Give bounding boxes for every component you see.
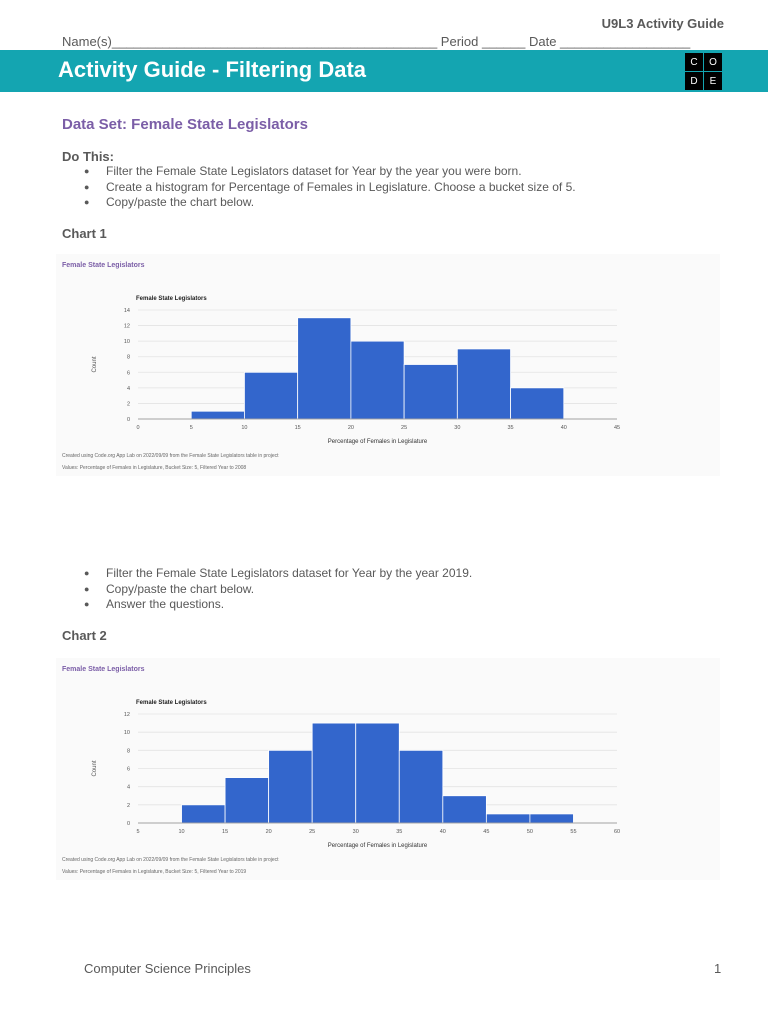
list-item: Copy/paste the chart below. (62, 195, 576, 211)
list-item: Copy/paste the chart below. (62, 582, 472, 598)
x-tick-label: 45 (614, 425, 620, 431)
x-tick-label: 15 (222, 829, 228, 835)
chart-panel-title: Female State Legislators (62, 666, 145, 673)
chart-2-image: Female State Legislators Female State Leg… (56, 658, 720, 880)
chart-caption: Values: Percentage of Females in Legisla… (62, 869, 246, 875)
histogram-bar (485, 813, 531, 824)
list-item: Filter the Female State Legislators data… (62, 164, 576, 180)
x-tick-label: 35 (396, 829, 402, 835)
chart-2-svg: Female State Legislators Female State Leg… (62, 666, 620, 875)
y-tick-label: 12 (124, 324, 130, 330)
x-tick-label: 55 (570, 829, 576, 835)
name-period-date-line: Name(s)_________________________________… (62, 34, 691, 49)
list-item: Filter the Female State Legislators data… (62, 566, 472, 582)
x-tick-label: 5 (190, 425, 193, 431)
histogram-bar (442, 795, 487, 824)
list-item: Create a histogram for Percentage of Fem… (62, 180, 576, 196)
x-axis-label: Percentage of Females in Legislature (328, 843, 428, 849)
y-axis-label: Count (92, 760, 98, 776)
chart-2-label: Chart 2 (62, 628, 107, 643)
y-tick-label: 4 (127, 785, 130, 791)
histogram-bar (224, 777, 270, 824)
histogram-bar (244, 371, 299, 420)
x-tick-label: 40 (440, 829, 446, 835)
y-tick-label: 2 (127, 401, 130, 407)
y-tick-label: 6 (127, 767, 130, 773)
chart-title: Female State Legislators (136, 296, 207, 302)
x-tick-label: 30 (353, 829, 359, 835)
logo-letter: C (685, 53, 703, 71)
histogram-bar (456, 348, 511, 420)
histogram-bar (529, 813, 574, 824)
list-item: Answer the questions. (62, 597, 472, 613)
histogram-bar (510, 387, 565, 420)
instruction-list-1: Filter the Female State Legislators data… (62, 164, 576, 211)
x-tick-label: 5 (136, 829, 139, 835)
dataset-title: Data Set: Female State Legislators (62, 116, 308, 133)
chart-title: Female State Legislators (136, 700, 207, 706)
chart-1-svg: Female State Legislators Female State Leg… (62, 262, 620, 471)
x-tick-label: 0 (136, 425, 139, 431)
x-tick-label: 10 (241, 425, 247, 431)
page-title: Activity Guide - Filtering Data (58, 57, 367, 82)
histogram-bar (190, 410, 245, 420)
histogram-bar (403, 364, 458, 420)
y-tick-label: 6 (127, 370, 130, 376)
y-tick-label: 0 (127, 417, 130, 423)
histogram-bar (350, 340, 405, 420)
logo-letter: E (704, 72, 722, 90)
x-tick-label: 30 (454, 425, 460, 431)
chart-caption: Created using Code.org App Lab on 2022/0… (62, 857, 279, 863)
histogram-bar (398, 749, 444, 824)
histogram-bar (311, 722, 357, 824)
chart-caption: Values: Percentage of Females in Legisla… (62, 465, 246, 471)
do-this-label: Do This: (62, 149, 114, 164)
y-tick-label: 10 (124, 339, 130, 345)
y-axis-label: Count (92, 356, 98, 372)
y-tick-label: 2 (127, 803, 130, 809)
x-tick-label: 50 (527, 829, 533, 835)
y-tick-label: 4 (127, 386, 130, 392)
y-tick-label: 12 (124, 712, 130, 718)
logo-letter: O (704, 53, 722, 71)
chart-panel-title: Female State Legislators (62, 262, 145, 269)
code-logo: C O D E (685, 53, 723, 90)
chart-caption: Created using Code.org App Lab on 2022/0… (62, 453, 279, 459)
x-tick-label: 40 (561, 425, 567, 431)
x-tick-label: 15 (295, 425, 301, 431)
x-tick-label: 25 (309, 829, 315, 835)
guide-label: U9L3 Activity Guide (601, 16, 724, 31)
histogram-bar (181, 804, 226, 824)
y-tick-label: 0 (127, 821, 130, 827)
x-tick-label: 10 (178, 829, 184, 835)
y-tick-label: 8 (127, 748, 130, 754)
x-tick-label: 60 (614, 829, 620, 835)
histogram-bar (355, 722, 400, 824)
page-number: 1 (714, 961, 722, 976)
title-banner (0, 50, 768, 92)
y-tick-label: 10 (124, 730, 130, 736)
x-tick-label: 20 (348, 425, 354, 431)
instruction-list-2: Filter the Female State Legislators data… (62, 566, 472, 613)
histogram-bar (268, 749, 313, 824)
y-tick-label: 14 (124, 308, 130, 314)
x-tick-label: 25 (401, 425, 407, 431)
chart-1-label: Chart 1 (62, 226, 107, 241)
histogram-bar (297, 317, 352, 420)
x-tick-label: 35 (507, 425, 513, 431)
chart-1-image: Female State Legislators Female State Leg… (56, 254, 720, 476)
x-tick-label: 45 (483, 829, 489, 835)
y-tick-label: 8 (127, 355, 130, 361)
x-axis-label: Percentage of Females in Legislature (328, 439, 428, 445)
logo-letter: D (685, 72, 703, 90)
footer-course: Computer Science Principles (84, 961, 251, 976)
x-tick-label: 20 (266, 829, 272, 835)
